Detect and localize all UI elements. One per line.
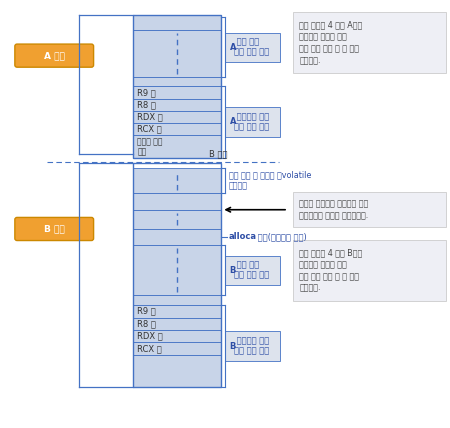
Bar (133, 111, 220, 123)
Text: RDX 홈: RDX 홈 (137, 113, 163, 122)
Text: A: A (230, 42, 236, 52)
FancyBboxPatch shape (15, 44, 94, 67)
Bar (133, 135, 220, 158)
Bar (133, 342, 220, 355)
Text: 스택 매개
변수 스택 영역: 스택 매개 변수 스택 영역 (234, 37, 269, 57)
Bar (133, 210, 220, 229)
Text: RCX 홈: RCX 홈 (137, 344, 162, 354)
Text: R8 홈: R8 홈 (137, 319, 156, 328)
Text: 프레임 포인터가 사용되는 경우
일반적으로 여기를 가리킵니다.: 프레임 포인터가 사용되는 경우 일반적으로 여기를 가리킵니다. (299, 199, 369, 220)
Text: 레지스터 매개
변수 스택 영역: 레지스터 매개 변수 스택 영역 (234, 112, 269, 132)
Bar (133, 245, 220, 295)
Bar (133, 318, 220, 330)
FancyBboxPatch shape (225, 256, 280, 285)
Text: B: B (230, 342, 236, 351)
Text: B 함수: B 함수 (44, 224, 65, 234)
FancyBboxPatch shape (292, 192, 446, 227)
Text: RDX 홈: RDX 홈 (137, 331, 163, 341)
Text: 공간(사용되는 경우): 공간(사용되는 경우) (255, 232, 306, 241)
Text: RCX 홈: RCX 홈 (137, 125, 162, 134)
FancyBboxPatch shape (225, 107, 280, 137)
FancyBboxPatch shape (15, 217, 94, 241)
Text: B 호출: B 호출 (209, 149, 228, 158)
Text: A: A (230, 117, 236, 127)
Bar (133, 15, 220, 158)
Bar (133, 295, 220, 305)
Bar (133, 193, 220, 210)
Text: 레지스터 매개
변수 스택 영역: 레지스터 매개 변수 스택 영역 (234, 336, 269, 356)
FancyBboxPatch shape (292, 12, 446, 73)
Text: 지역 변수 및 저장된 비volatile
레지스터: 지역 변수 및 저장된 비volatile 레지스터 (229, 171, 311, 190)
Bar (133, 30, 220, 77)
Text: 호출자 반환
주소: 호출자 반환 주소 (137, 137, 163, 157)
Bar (133, 123, 220, 135)
Text: 항목 개수는 4 또는 A에서
호출하는 함수의 최대
매개 변수 개수 중 큰 수와
같습니다.: 항목 개수는 4 또는 A에서 호출하는 함수의 최대 매개 변수 개수 중 큰… (299, 21, 363, 65)
Bar (133, 163, 220, 387)
FancyBboxPatch shape (225, 33, 280, 62)
FancyBboxPatch shape (225, 331, 280, 360)
Text: R9 홈: R9 홈 (137, 88, 156, 97)
Bar (133, 99, 220, 111)
Text: alloca: alloca (229, 232, 256, 241)
Text: 스택 매개
변수 스택 영역: 스택 매개 변수 스택 영역 (234, 260, 269, 280)
Bar (133, 86, 220, 99)
Bar (133, 229, 220, 245)
Text: 항목 개수는 4 또는 B에서
호출하는 함수의 최대
매개 변수 개수 중 큰 수와
같습니다.: 항목 개수는 4 또는 B에서 호출하는 함수의 최대 매개 변수 개수 중 큰… (299, 248, 363, 293)
Bar (133, 330, 220, 342)
Bar (133, 77, 220, 86)
Text: A 함수: A 함수 (44, 51, 65, 60)
Bar (133, 168, 220, 193)
Text: R8 홈: R8 홈 (137, 101, 156, 110)
Bar (133, 305, 220, 318)
Text: B: B (230, 265, 236, 275)
Bar (133, 15, 220, 30)
Bar (133, 355, 220, 387)
FancyBboxPatch shape (292, 240, 446, 301)
Text: R9 홈: R9 홈 (137, 306, 156, 316)
